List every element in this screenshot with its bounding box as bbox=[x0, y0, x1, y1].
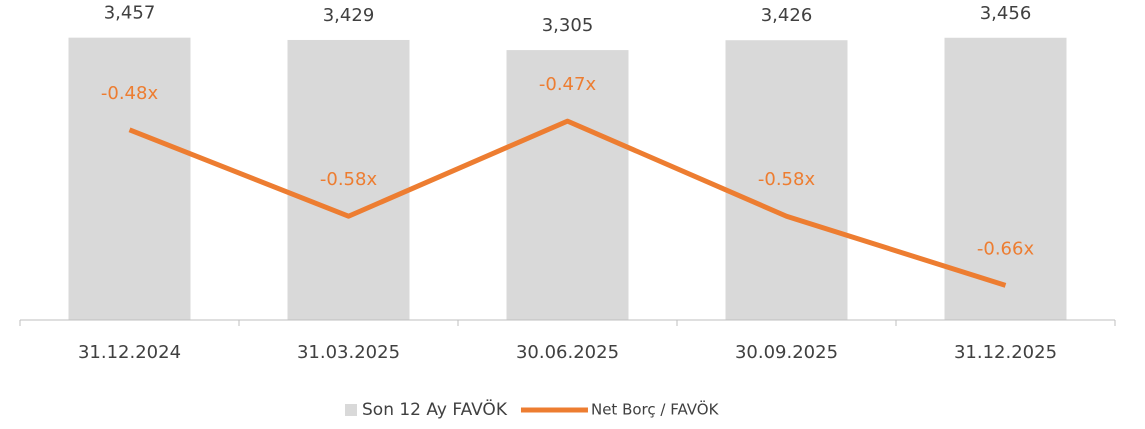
bar bbox=[68, 37, 191, 320]
bar-value-label: 3,456 bbox=[980, 3, 1032, 24]
line-value-label: -0.48x bbox=[101, 83, 159, 104]
bar bbox=[506, 50, 629, 320]
x-tick-label: 30.09.2025 bbox=[735, 342, 838, 363]
x-tick-label: 30.06.2025 bbox=[516, 342, 619, 363]
bar-value-label: 3,426 bbox=[761, 5, 813, 26]
x-tick-label: 31.03.2025 bbox=[297, 342, 400, 363]
bar-value-label: 3,429 bbox=[323, 5, 375, 26]
bar-value-label: 3,457 bbox=[104, 3, 156, 24]
line bbox=[128, 118, 1007, 288]
legend-swatch bbox=[345, 404, 357, 416]
legend-label: Son 12 Ay FAVÖK bbox=[362, 398, 508, 420]
line-value-label: -0.66x bbox=[977, 238, 1035, 259]
bar-value-label: 3,305 bbox=[542, 15, 594, 36]
bar bbox=[944, 37, 1067, 320]
x-tick-label: 31.12.2024 bbox=[78, 342, 181, 363]
legend-label: Net Borç / FAVÖK bbox=[591, 400, 720, 419]
line-value-label: -0.58x bbox=[758, 169, 816, 190]
bar bbox=[725, 40, 848, 321]
line-value-label: -0.58x bbox=[320, 169, 378, 190]
x-tick-label: 31.12.2025 bbox=[954, 342, 1057, 363]
bar bbox=[287, 39, 410, 321]
line-value-label: -0.47x bbox=[539, 74, 597, 95]
